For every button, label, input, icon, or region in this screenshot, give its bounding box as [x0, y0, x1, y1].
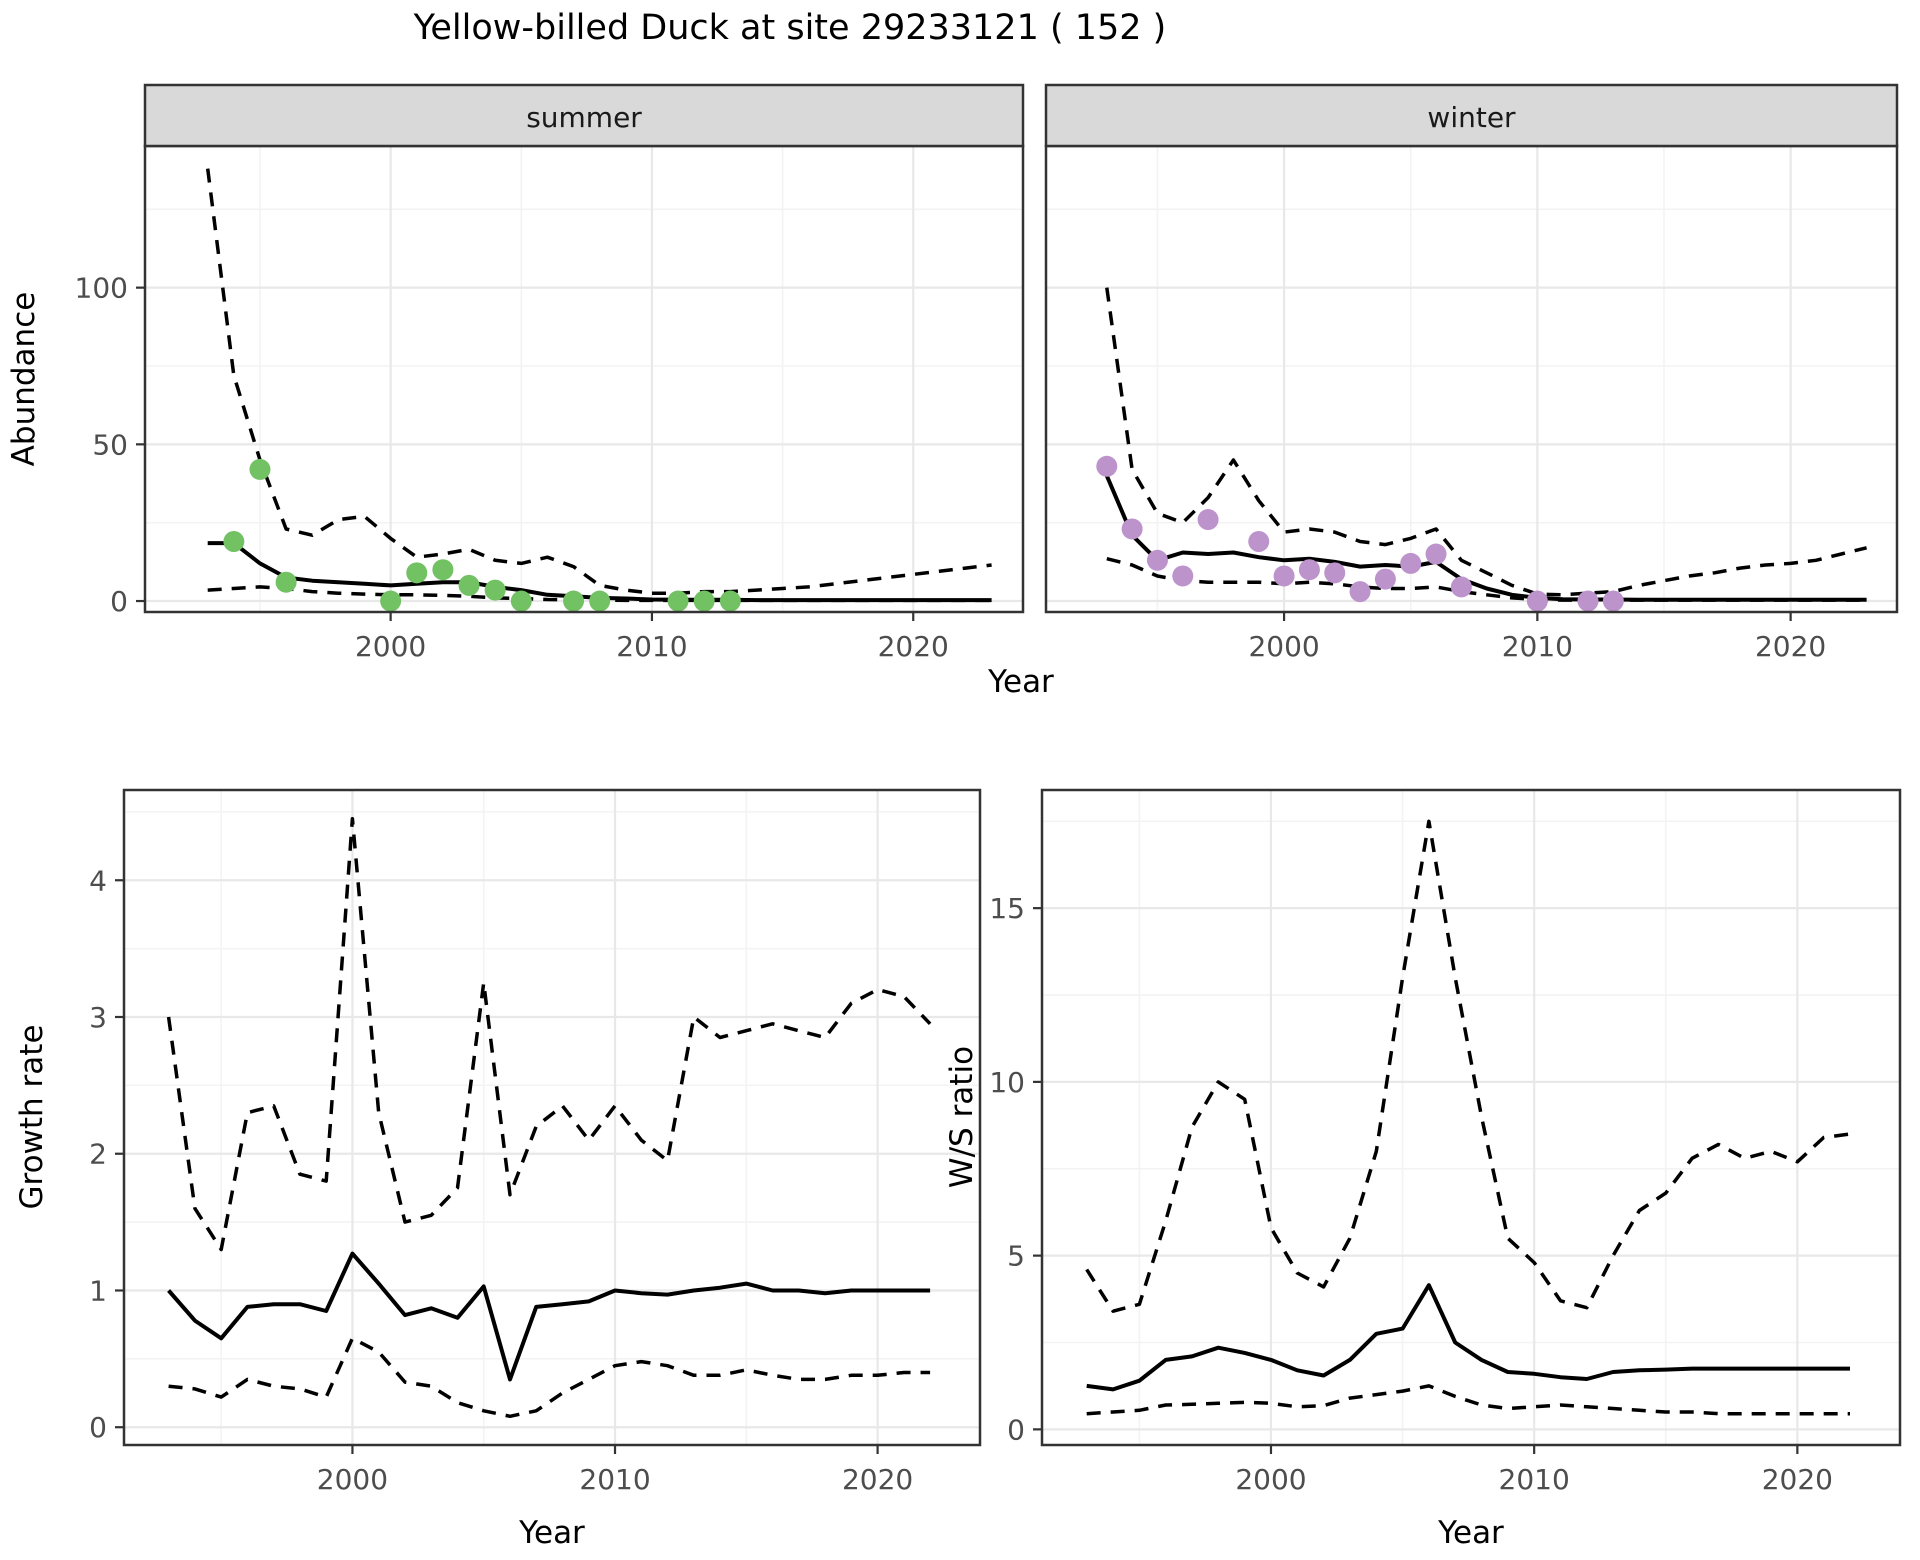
abundance-winter-upper-ci-line: [1105, 287, 1868, 597]
x-tick-label: 2000: [1248, 630, 1319, 663]
x-tick-label: 2000: [1235, 1463, 1306, 1496]
abundance-winter-data-point: [1197, 509, 1219, 531]
abundance-summer-data-point: [380, 590, 402, 612]
abundance-winter-data-point: [1324, 562, 1346, 584]
y-tick-label: 1: [89, 1274, 107, 1307]
abundance-winter-data-point: [1577, 590, 1599, 612]
x-tick-label: 2000: [355, 630, 426, 663]
x-tick-label: 2020: [1762, 1463, 1833, 1496]
y-tick-label: 100: [75, 272, 128, 305]
growth-rate-panel-border: [122, 788, 982, 1447]
y-tick-label: 0: [1007, 1413, 1025, 1446]
abundance-summer-data-point: [719, 590, 741, 612]
abundance-winter-data-point: [1425, 543, 1447, 565]
abundance-summer-data-point: [432, 559, 454, 581]
y-axis-title-growth-rate: Growth rate: [14, 1024, 50, 1209]
abundance-winter-data-point: [1526, 590, 1548, 612]
facet-strip-label: summer: [526, 101, 642, 134]
abundance-winter-data-point: [1298, 559, 1320, 581]
x-tick-label: 2020: [878, 630, 949, 663]
growth-rate-panel: [124, 790, 980, 1445]
ws-ratio-panel: [1042, 790, 1900, 1445]
y-axis-title-ws-ratio: W/S ratio: [944, 1046, 980, 1188]
x-tick-label: 2010: [616, 630, 687, 663]
growth-rate-upper-ci-line: [166, 816, 932, 1252]
abundance-winter-data-point: [1349, 581, 1371, 603]
abundance-winter-data-point: [1121, 518, 1143, 540]
abundance-winter-median-line: [1104, 474, 1867, 602]
y-tick-label: 10: [989, 1066, 1025, 1099]
abundance-winter-lower-ci-line: [1106, 557, 1867, 602]
y-tick-label: 4: [89, 864, 107, 897]
y-tick-label: 50: [92, 428, 128, 461]
facet-strip-winter: [1044, 83, 1899, 148]
abundance-summer-data-point: [693, 590, 715, 612]
y-tick-label: 2: [89, 1138, 107, 1171]
abundance-winter-data-point: [1096, 455, 1118, 477]
x-axis-title-ws-ratio: Year: [1437, 1515, 1504, 1551]
x-axis-title-growth-rate: Year: [518, 1515, 585, 1551]
abundance-summer-data-point: [223, 530, 245, 552]
plot-title: Yellow-billed Duck at site 29233121 ( 15…: [413, 8, 1167, 48]
abundance-winter-data-point: [1400, 552, 1422, 574]
abundance-summer-data-point: [510, 590, 532, 612]
abundance-winter-data-point: [1374, 568, 1396, 590]
y-axis-title-abundance-summer: Abundance: [6, 292, 42, 467]
abundance-winter-data-point: [1602, 590, 1624, 612]
x-tick-label: 2010: [1499, 1463, 1570, 1496]
ws-ratio-lower-ci-line: [1086, 1384, 1850, 1416]
x-axis-title-abundance-summer: Year: [987, 664, 1054, 700]
y-tick-label: 15: [989, 892, 1025, 925]
abundance-summer-data-point: [589, 590, 611, 612]
abundance-summer-data-point: [563, 590, 585, 612]
abundance-winter-data-point: [1450, 576, 1472, 598]
x-tick-label: 2000: [317, 1463, 388, 1496]
abundance-summer-panel: [145, 146, 1023, 612]
x-tick-label: 2020: [1755, 630, 1826, 663]
abundance-summer-data-point: [406, 562, 428, 584]
x-tick-label: 2020: [842, 1463, 913, 1496]
abundance-winter-data-point: [1172, 565, 1194, 587]
facet-strip-label: winter: [1427, 101, 1516, 134]
abundance-winter-data-point: [1248, 530, 1270, 552]
abundance-summer-data-point: [249, 458, 271, 480]
abundance-winter-data-point: [1146, 549, 1168, 571]
ws-ratio-panel-border: [1040, 788, 1902, 1447]
abundance-summer-data-point: [458, 574, 480, 596]
y-tick-label: 0: [89, 1411, 107, 1444]
facet-strip-summer: [143, 83, 1025, 148]
abundance-winter-panel: [1046, 146, 1897, 612]
abundance-summer-data-point: [667, 590, 689, 612]
ws-ratio-median-line: [1086, 1283, 1850, 1392]
y-tick-label: 5: [1007, 1240, 1025, 1273]
growth-rate-median-line: [167, 1251, 931, 1382]
x-tick-label: 2010: [579, 1463, 650, 1496]
abundance-summer-data-point: [484, 579, 506, 601]
growth-rate-lower-ci-line: [168, 1336, 931, 1419]
abundance-winter-data-point: [1273, 565, 1295, 587]
y-tick-label: 3: [89, 1001, 107, 1034]
y-tick-label: 0: [110, 585, 128, 618]
abundance-summer-data-point: [275, 571, 297, 593]
x-tick-label: 2010: [1502, 630, 1573, 663]
